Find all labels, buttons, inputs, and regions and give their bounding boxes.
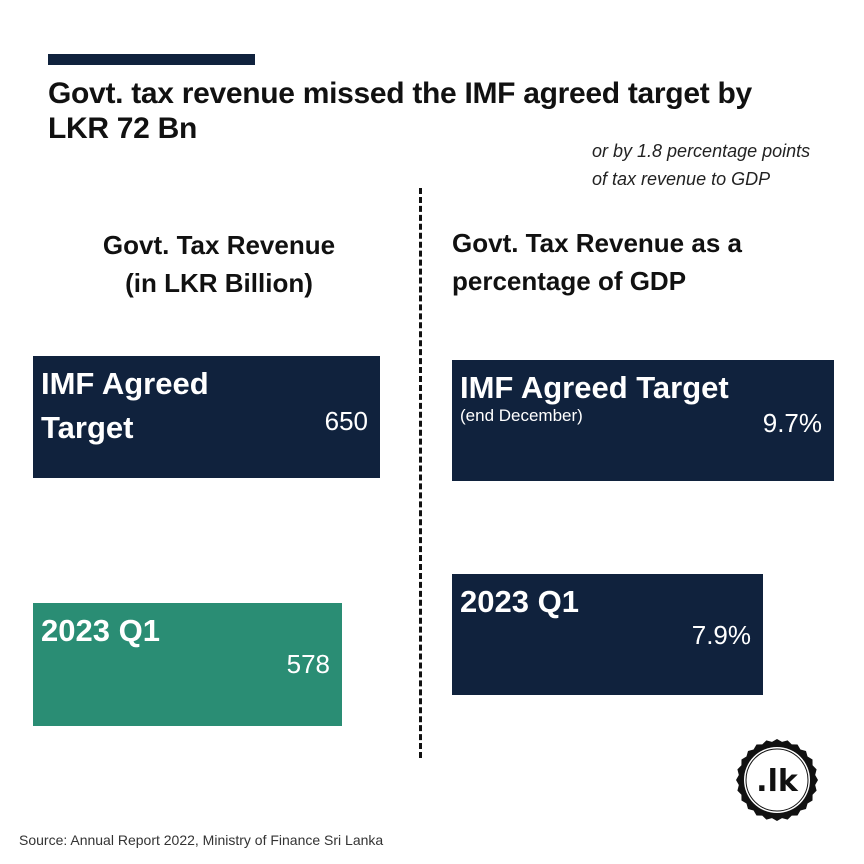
bar-value-label: 650 [324, 406, 368, 436]
headline: Govt. tax revenue missed the IMF agreed … [48, 77, 752, 145]
source-note: Source: Annual Report 2022, Ministry of … [19, 832, 384, 848]
left-chart-title: Govt. Tax Revenue (in LKR Billion) [66, 226, 372, 302]
bar-imf-target-lkr: IMF Agreed Target 650 [33, 356, 380, 478]
left-chart-title-line-2: (in LKR Billion) [125, 268, 313, 298]
top-accent-rule [48, 54, 255, 65]
left-chart-title-line-1: Govt. Tax Revenue [102, 230, 336, 260]
bar-value-label: 578 [286, 649, 330, 679]
right-chart-title-line-2: percentage of GDP [452, 266, 687, 296]
logo-text: .lk [756, 764, 799, 799]
bar-label: IMF Agreed Target [41, 362, 209, 450]
bar-2023-q1-gdp: 2023 Q1 7.9% [452, 574, 763, 695]
right-chart-title-line-1: Govt. Tax Revenue as a [452, 228, 742, 258]
bar-imf-target-gdp: IMF Agreed Target (end December) 9.7% [452, 360, 834, 481]
subnote: or by 1.8 percentage points of tax reven… [592, 137, 852, 193]
subnote-line-2: of tax revenue to GDP [592, 169, 771, 189]
bar-label: IMF Agreed Target [460, 370, 729, 405]
bar-value-label: 9.7% [762, 408, 822, 438]
bar-value-label: 7.9% [691, 620, 751, 650]
bar-label: 2023 Q1 [460, 584, 579, 619]
right-chart-title: Govt. Tax Revenue as a percentage of GDP [452, 224, 812, 300]
bar-2023-q1-lkr: 2023 Q1 578 [33, 603, 342, 726]
dashed-divider [419, 188, 422, 758]
bar-label: 2023 Q1 [41, 613, 160, 648]
bar-sublabel: (end December) [460, 406, 583, 425]
bar-label-line-2: Target [41, 410, 134, 445]
subnote-line-1: or by 1.8 percentage points [592, 141, 811, 161]
bar-label-line-1: IMF Agreed [41, 366, 209, 401]
site-logo-icon: .lk [736, 739, 818, 821]
